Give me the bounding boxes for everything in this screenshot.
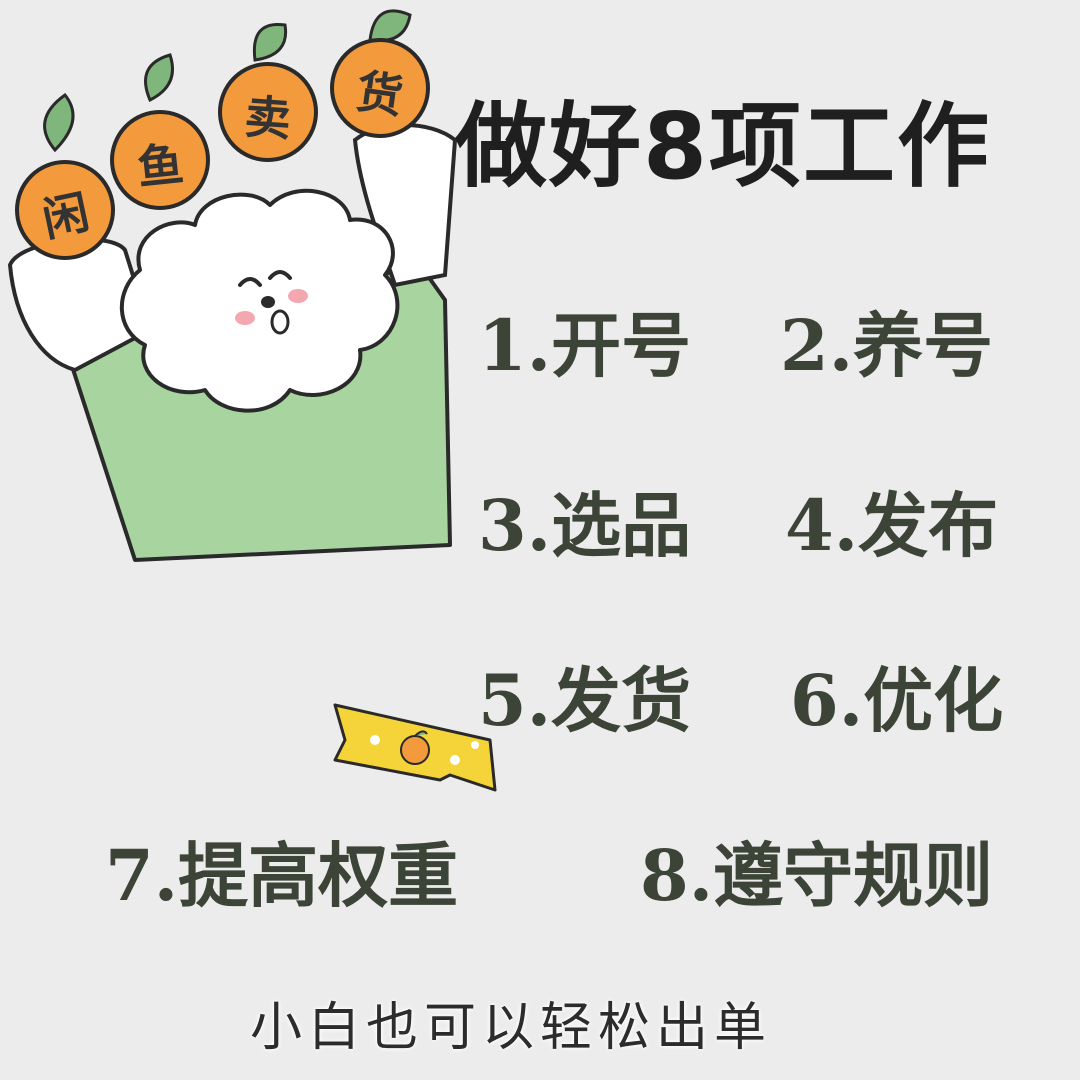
right-cheek xyxy=(288,289,308,303)
tape-sticker xyxy=(333,703,497,792)
orange-label-3: 卖 xyxy=(242,89,293,147)
item-7: 7.提高权重 xyxy=(105,834,459,917)
left-cheek xyxy=(235,311,255,325)
dog-head xyxy=(119,188,400,413)
orange-label-2: 鱼 xyxy=(134,136,187,196)
item-8: 8.遵守规则 xyxy=(640,834,994,917)
orange-label-4: 货 xyxy=(353,64,407,124)
item-2: 2.养号 xyxy=(780,304,994,387)
tape-orange xyxy=(400,735,430,765)
item-5: 5.发货 xyxy=(478,659,692,742)
mouth xyxy=(270,309,290,335)
nose xyxy=(261,296,275,308)
item-3: 3.选品 xyxy=(478,484,692,567)
item-6: 6.优化 xyxy=(790,659,1004,742)
orange-2 xyxy=(110,53,210,210)
item-1: 1.开号 xyxy=(478,304,692,387)
footer-text: 小白也可以轻松出单 xyxy=(250,998,773,1058)
right-eye xyxy=(268,270,292,280)
item-4: 4.发布 xyxy=(785,484,999,567)
orange-4 xyxy=(330,9,430,138)
orange-3 xyxy=(218,22,318,162)
left-eye xyxy=(238,277,262,287)
orange-1 xyxy=(15,92,115,260)
page-title: 做好8项工作 xyxy=(455,93,992,200)
